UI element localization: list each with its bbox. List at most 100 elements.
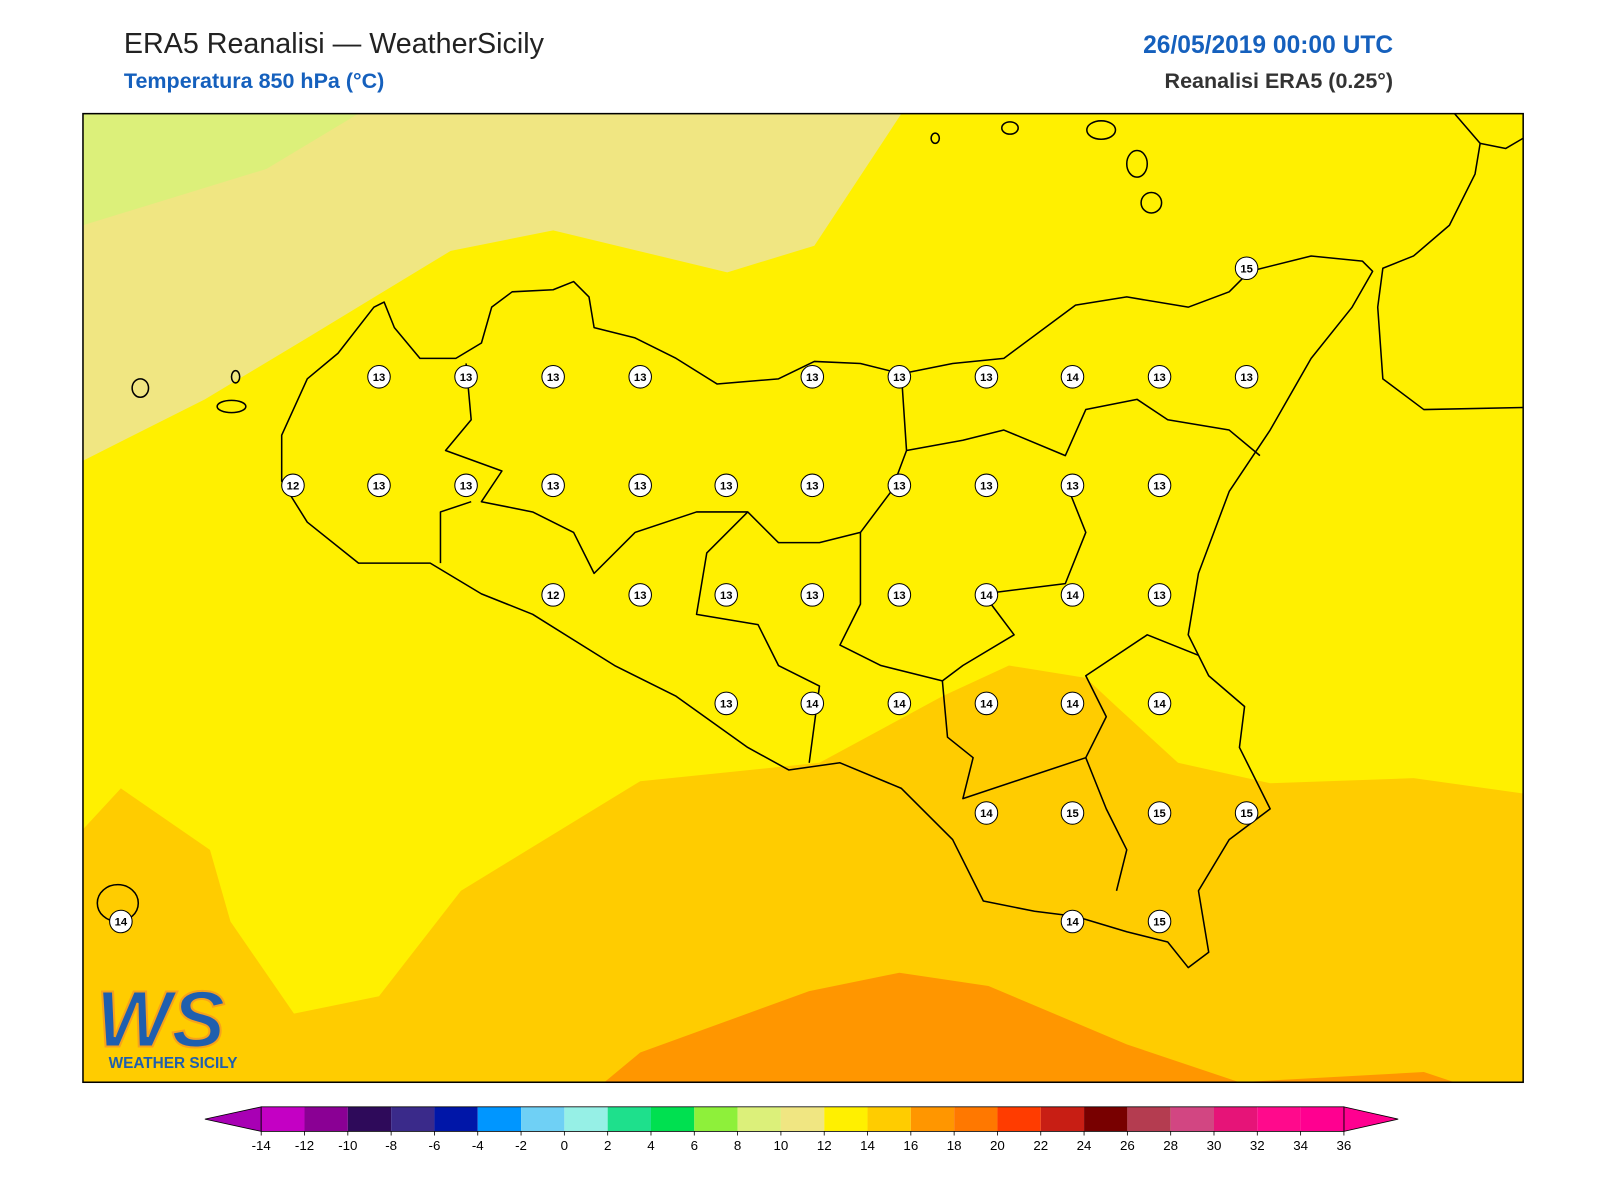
sicily-coast	[280, 255, 1374, 969]
temperature-field	[82, 113, 1524, 1083]
station-value: 12	[287, 480, 300, 492]
colorbar-frame	[260, 1106, 1345, 1132]
value-marker	[1147, 365, 1172, 389]
colorbar-tick-label: -10	[338, 1138, 357, 1153]
station-value: 13	[634, 480, 647, 492]
colorbar-segment	[1213, 1106, 1258, 1132]
value-marker	[1147, 801, 1172, 825]
colorbar-tick-label: -2	[515, 1138, 527, 1153]
colorbar: -14 -12 -10 -8 -6 -4 -2 0 2 4 6 8 10 12 14 16 18 20 22 24 26…	[204, 1106, 1399, 1153]
value-marker	[974, 583, 999, 607]
value-marker	[800, 691, 825, 716]
value-marker	[887, 365, 912, 389]
colorbar-segment	[607, 1106, 651, 1132]
value-marker	[541, 583, 565, 607]
station-value: 13	[547, 372, 560, 384]
station-value: 13	[460, 372, 473, 384]
station-value: 13	[893, 590, 906, 602]
value-marker	[974, 801, 999, 825]
value-marker	[367, 473, 391, 498]
colorbar-segment	[997, 1106, 1041, 1132]
station-value: 13	[806, 590, 819, 602]
island	[930, 132, 941, 145]
station-value: 14	[1153, 699, 1166, 711]
station-value: 13	[373, 372, 386, 384]
value-marker	[714, 583, 739, 607]
station-value: 13	[980, 480, 993, 492]
value-marker	[541, 473, 565, 498]
logo-text: WEATHER SICILY	[109, 1055, 238, 1072]
value-marker	[1060, 583, 1085, 607]
value-marker	[1147, 473, 1172, 498]
value-marker	[1147, 909, 1172, 934]
colorbar-segment	[867, 1106, 911, 1132]
field-10-12	[82, 113, 902, 461]
value-marker	[1234, 801, 1259, 825]
value-marker	[1147, 691, 1172, 716]
province-border	[695, 511, 821, 763]
colorbar-segment	[780, 1106, 825, 1132]
colorbar-segment	[1127, 1106, 1171, 1132]
colorbar-tick-label: 26	[1120, 1138, 1135, 1153]
island	[131, 378, 150, 399]
value-marker	[367, 365, 391, 389]
value-marker	[714, 473, 739, 498]
colorbar-segment	[1170, 1106, 1214, 1132]
station-value: 13	[893, 372, 906, 384]
colorbar-tick-label: 34	[1293, 1138, 1308, 1153]
value-marker	[974, 365, 999, 389]
colorbar-under	[204, 1106, 262, 1132]
colorbar-over	[1343, 1106, 1399, 1132]
value-marker	[714, 691, 739, 716]
value-marker	[800, 365, 825, 389]
value-marker	[887, 583, 912, 607]
colorbar-tick-label: -4	[472, 1138, 484, 1153]
colorbar-tick-label: 4	[647, 1138, 654, 1153]
value-marker	[800, 473, 825, 498]
colorbar-tick-label: 12	[817, 1138, 832, 1153]
colorbar-tick-label: 6	[691, 1138, 698, 1153]
station-value: 13	[1153, 480, 1166, 492]
field-16-18	[1239, 1072, 1455, 1083]
island	[216, 399, 247, 414]
value-marker	[1060, 801, 1085, 825]
station-value: 14	[893, 699, 906, 711]
island	[230, 369, 241, 384]
colorbar-tick-label: 36	[1337, 1138, 1352, 1153]
colorbar-segment	[391, 1106, 435, 1132]
date: 26/05/2019 00:00 UTC	[1143, 32, 1393, 59]
colorbar-tick-label: 32	[1250, 1138, 1265, 1153]
colorbar-tick-label: 18	[947, 1138, 962, 1153]
value-marker	[628, 365, 652, 389]
value-marker	[1234, 365, 1259, 389]
colorbar-segment	[1300, 1106, 1344, 1132]
province-border	[941, 634, 1199, 800]
colorbar-segment	[694, 1106, 738, 1132]
station-value: 14	[980, 699, 993, 711]
value-marker	[454, 365, 478, 389]
value-marker	[974, 691, 999, 716]
value-marker	[628, 583, 652, 607]
field-8-10	[82, 113, 359, 226]
colorbar-segment	[1084, 1106, 1128, 1132]
colorbar-segment	[650, 1106, 695, 1132]
field-14-16	[82, 665, 1524, 1083]
map-frame	[82, 112, 1524, 1084]
colorbar-segment	[1040, 1106, 1085, 1132]
colorbar-tick-label: 8	[734, 1138, 741, 1153]
value-marker	[1060, 473, 1085, 498]
map: 13 13 13 13 13 13 13 14 13 13 12 13 13 13 13 13 13 13 13 13…	[82, 112, 1524, 1084]
province-border	[1085, 757, 1128, 891]
value-marker	[541, 365, 565, 389]
station-value: 13	[547, 480, 560, 492]
colorbar-tick-label: -8	[385, 1138, 397, 1153]
station-values: 13 13 13 13 13 13 13 14 13 13 12 13 13 13 13 13 13 13 13 13…	[109, 256, 1259, 934]
station-value: 13	[1153, 372, 1166, 384]
colorbar-segment	[347, 1106, 392, 1132]
value-marker	[628, 473, 652, 498]
station-value: 13	[1153, 590, 1166, 602]
colorbar-tick-label: 0	[561, 1138, 568, 1153]
value-marker	[1060, 691, 1085, 716]
station-value: 13	[720, 590, 733, 602]
